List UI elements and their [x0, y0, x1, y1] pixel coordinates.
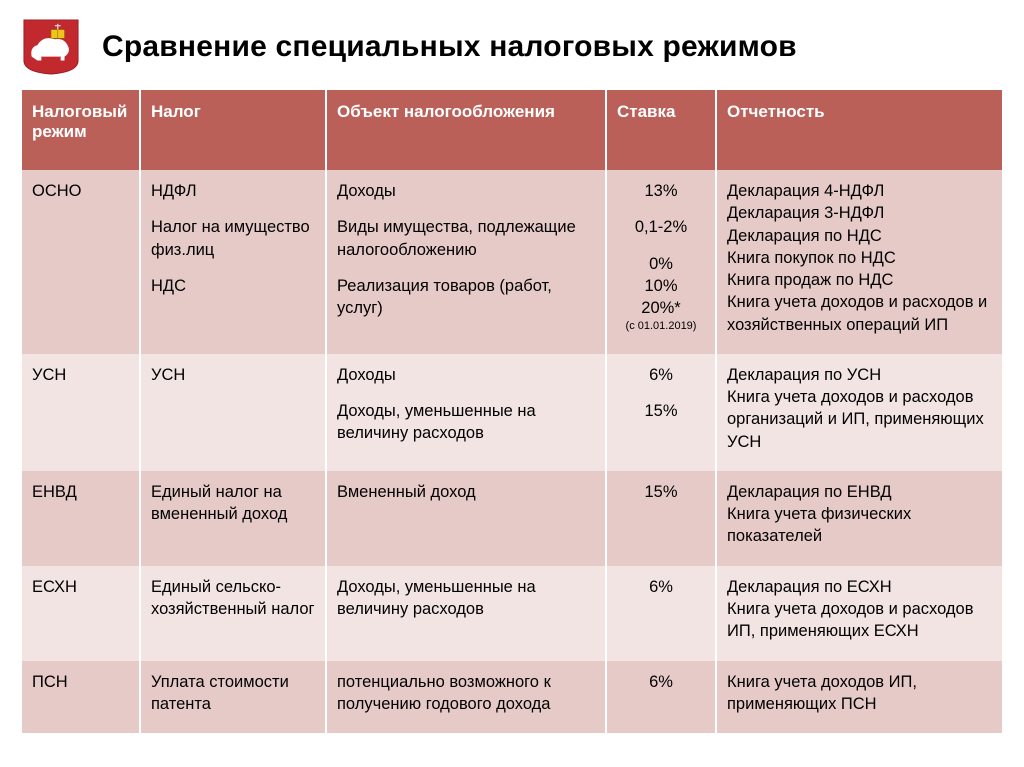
cell-regime: ОСНО — [22, 170, 140, 354]
page-title: Сравнение специальных налоговых режимов — [102, 30, 797, 64]
cell-object: ДоходыДоходы, уменьшенные на величину ра… — [326, 354, 606, 471]
table-row: ЕСХНЕдиный сельско-хозяйственный налогДо… — [22, 566, 1002, 661]
cell-report: Декларация по УСНКнига учета доходов и р… — [716, 354, 1002, 471]
cell-rate: 13%0,1-2%0%10%20%*(с 01.01.2019) — [606, 170, 716, 354]
cell-rate: 6%15% — [606, 354, 716, 471]
cell-object: Вмененный доход — [326, 471, 606, 566]
header: Сравнение специальных налоговых режимов — [22, 18, 1002, 76]
cell-object: ДоходыВиды имущества, подлежащие налогоо… — [326, 170, 606, 354]
col-header-report: Отчетность — [716, 90, 1002, 170]
perm-region-logo — [22, 18, 80, 76]
cell-tax: Уплата стоимости патента — [140, 661, 326, 734]
cell-rate: 6% — [606, 661, 716, 734]
cell-report: Декларация по ЕНВДКнига учета физических… — [716, 471, 1002, 566]
col-header-rate: Ставка — [606, 90, 716, 170]
table-row: УСНУСНДоходыДоходы, уменьшенные на велич… — [22, 354, 1002, 471]
cell-regime: ЕСХН — [22, 566, 140, 661]
cell-rate: 15% — [606, 471, 716, 566]
table-row: ПСНУплата стоимости патентапотенциально … — [22, 661, 1002, 734]
cell-tax: Единый сельско-хозяйственный налог — [140, 566, 326, 661]
cell-report: Декларация по ЕСХНКнига учета доходов и … — [716, 566, 1002, 661]
cell-rate: 6% — [606, 566, 716, 661]
slide: Сравнение специальных налоговых режимов … — [0, 0, 1024, 767]
tax-regimes-table: Налоговый режим Налог Объект налогооблож… — [22, 90, 1002, 733]
cell-report: Книга учета доходов ИП, применяющих ПСН — [716, 661, 1002, 734]
cell-tax: НДФЛНалог на имущество физ.лицНДС — [140, 170, 326, 354]
cell-regime: УСН — [22, 354, 140, 471]
cell-regime: ПСН — [22, 661, 140, 734]
col-header-object: Объект налогообложения — [326, 90, 606, 170]
cell-object: Доходы, уменьшенные на величину расходов — [326, 566, 606, 661]
cell-regime: ЕНВД — [22, 471, 140, 566]
cell-tax: Единый налог на вмененный доход — [140, 471, 326, 566]
table-row: ЕНВДЕдиный налог на вмененный доходВмене… — [22, 471, 1002, 566]
table-header-row: Налоговый режим Налог Объект налогооблож… — [22, 90, 1002, 170]
cell-tax: УСН — [140, 354, 326, 471]
col-header-tax: Налог — [140, 90, 326, 170]
cell-report: Декларация 4-НДФЛДекларация 3-НДФЛДеклар… — [716, 170, 1002, 354]
cell-object: потенциально возможного к получению годо… — [326, 661, 606, 734]
col-header-regime: Налоговый режим — [22, 90, 140, 170]
table-row: ОСНОНДФЛНалог на имущество физ.лицНДСДох… — [22, 170, 1002, 354]
